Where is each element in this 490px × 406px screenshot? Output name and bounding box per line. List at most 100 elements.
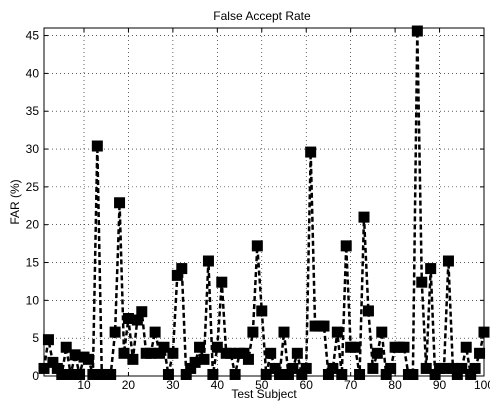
data-point-marker — [114, 197, 126, 209]
data-point-marker — [265, 347, 277, 359]
data-point-marker — [291, 347, 303, 359]
data-point-marker — [167, 347, 179, 359]
data-point-marker — [429, 368, 441, 380]
data-point-marker — [225, 347, 237, 359]
data-point-marker — [380, 368, 392, 380]
x-tick-label: 40 — [211, 378, 225, 392]
x-tick-label: 10 — [77, 378, 91, 392]
data-point-marker — [460, 341, 472, 353]
y-tick-label: 5 — [32, 331, 39, 345]
data-point-marker — [442, 255, 454, 267]
data-point-marker — [349, 341, 361, 353]
data-point-marker — [176, 263, 188, 275]
data-point-marker — [51, 362, 63, 374]
x-tick-label: 90 — [433, 378, 447, 392]
x-tick-label: 60 — [300, 378, 314, 392]
data-point-marker — [358, 211, 370, 223]
data-point-marker — [278, 326, 290, 338]
data-point-marker — [256, 305, 268, 317]
data-point-marker — [74, 368, 86, 380]
data-point-marker — [282, 368, 294, 380]
data-point-marker — [180, 368, 192, 380]
data-point-marker — [425, 263, 437, 275]
data-point-marker — [238, 347, 250, 359]
y-tick-label: 15 — [26, 256, 40, 270]
data-point-marker — [371, 347, 383, 359]
data-point-marker — [416, 276, 428, 288]
data-point-marker — [340, 240, 352, 252]
data-point-marker — [354, 368, 366, 380]
data-point-marker — [451, 368, 463, 380]
data-point-marker — [260, 368, 272, 380]
data-point-marker — [269, 362, 281, 374]
data-point-marker — [322, 368, 334, 380]
data-point-marker — [305, 146, 317, 158]
data-point-marker — [216, 276, 228, 288]
data-point-marker — [420, 362, 432, 374]
data-point-marker — [398, 341, 410, 353]
y-tick-label: 10 — [26, 293, 40, 307]
data-point-marker — [109, 326, 121, 338]
x-tick-label: 70 — [344, 378, 358, 392]
y-tick-label: 30 — [26, 142, 40, 156]
data-point-marker — [38, 362, 50, 374]
data-point-marker — [149, 326, 161, 338]
data-point-marker — [69, 349, 81, 361]
data-point-marker — [251, 240, 263, 252]
x-axis-label: Test Subject — [231, 387, 297, 401]
data-point-marker — [331, 326, 343, 338]
data-point-marker — [367, 362, 379, 374]
data-point-marker — [60, 341, 72, 353]
data-point-marker — [194, 341, 206, 353]
data-point-marker — [87, 368, 99, 380]
data-point-marker — [118, 347, 130, 359]
data-point-marker — [136, 306, 148, 318]
x-tick-label: 30 — [166, 378, 180, 392]
data-point-marker — [131, 314, 143, 326]
data-point-marker — [105, 368, 117, 380]
y-tick-label: 45 — [26, 29, 40, 43]
axis-ticks: 10 20 30 40 50 60 70 80 90 100 0 5 10 15 20 25 30 35 40 45 — [26, 28, 490, 392]
data-point-marker — [185, 362, 197, 374]
plot-frame — [43, 27, 485, 377]
data-point-marker — [247, 326, 259, 338]
data-point-marker — [122, 313, 134, 325]
data-point-marker — [287, 362, 299, 374]
data-point-marker — [407, 368, 419, 380]
data-point-marker — [456, 362, 468, 374]
data-point-marker — [229, 368, 241, 380]
data-point-marker — [42, 334, 54, 346]
data-point-marker — [385, 362, 397, 374]
x-tick-label: 20 — [122, 378, 136, 392]
series-line — [42, 30, 486, 379]
data-point-marker — [65, 368, 77, 380]
data-point-marker — [336, 368, 348, 380]
data-point-marker — [91, 140, 103, 152]
x-tick-label: 80 — [388, 378, 402, 392]
x-tick-label: 100 — [474, 378, 490, 392]
data-point-marker — [47, 356, 59, 368]
data-point-marker — [362, 305, 374, 317]
data-point-marker — [171, 269, 183, 281]
grid-lines — [44, 28, 485, 377]
x-tick-label: 50 — [255, 378, 269, 392]
y-tick-label: 35 — [26, 104, 40, 118]
data-point-marker — [242, 353, 254, 365]
data-point-marker — [376, 326, 388, 338]
y-tick-label: 40 — [26, 66, 40, 80]
data-point-marker — [211, 341, 223, 353]
data-point-marker — [447, 362, 459, 374]
data-point-marker — [198, 353, 210, 365]
y-tick-label: 25 — [26, 180, 40, 194]
data-point-marker — [478, 326, 490, 338]
data-point-marker — [469, 362, 481, 374]
data-point-marker — [202, 255, 214, 267]
data-point-marker — [327, 362, 339, 374]
data-point-marker — [158, 341, 170, 353]
series-layer — [38, 25, 490, 380]
data-point-marker — [207, 368, 219, 380]
data-point-marker — [274, 368, 286, 380]
chart-title: False Accept Rate — [213, 9, 311, 23]
y-tick-label: 20 — [26, 218, 40, 232]
